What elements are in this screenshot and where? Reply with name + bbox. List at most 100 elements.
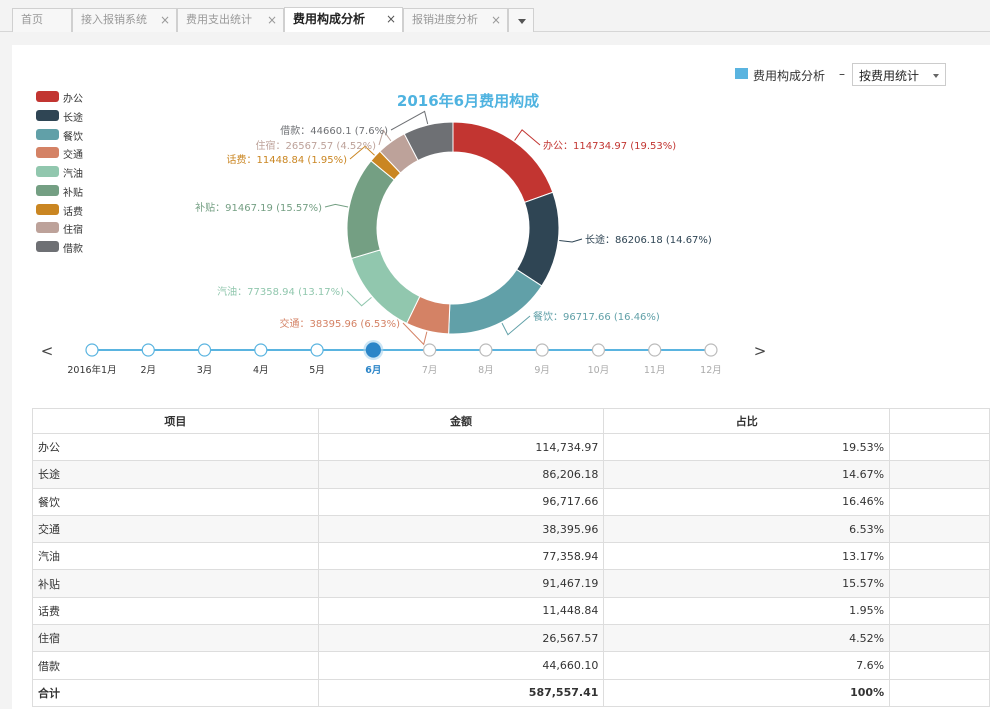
timeline-node[interactable]: [254, 343, 268, 357]
slice-label: 补贴：91467.19 (15.57%): [195, 201, 322, 214]
cell-amount: 91,467.19: [317, 569, 605, 598]
column-header-item[interactable]: 项目: [32, 408, 319, 434]
legend-swatch: [36, 184, 59, 196]
cell-amount: 38,395.96: [317, 514, 605, 544]
legend-label: 长途: [63, 112, 83, 124]
slice-label: 长途：86206.18 (14.67%): [585, 233, 712, 246]
timeline-label[interactable]: 4月: [253, 365, 269, 376]
legend-label: 餐饮: [63, 131, 83, 143]
timeline-node[interactable]: [310, 343, 324, 357]
timeline-label[interactable]: 11月: [644, 365, 666, 376]
timeline-label[interactable]: 5月: [309, 365, 325, 376]
cell-empty: [889, 651, 990, 680]
slice-label: 话费：11448.84 (1.95%): [227, 153, 348, 166]
timeline-next-button[interactable]: >: [754, 342, 767, 360]
legend-swatch: [36, 91, 59, 102]
tab-home[interactable]: 首页: [12, 8, 72, 32]
timeline-node[interactable]: [85, 343, 99, 357]
tab-reimbursement-system[interactable]: 接入报销系统 ×: [72, 8, 177, 32]
table-row: 汽油 77,358.94 13.17%: [32, 542, 990, 571]
cell-amount: 11,448.84: [317, 596, 605, 626]
tab-label: 费用支出统计: [186, 13, 252, 26]
table-header-row: 项目 金额 占比: [32, 408, 990, 434]
label-leader-line: [346, 290, 372, 307]
timeline-label[interactable]: 2月: [140, 365, 156, 376]
cell-ratio: 100%: [603, 678, 891, 707]
legend-swatch: [36, 147, 59, 159]
timeline-label[interactable]: 3月: [197, 365, 213, 376]
table-row: 住宿 26,567.57 4.52%: [32, 624, 990, 653]
tab-more-button[interactable]: [508, 8, 534, 32]
timeline-label[interactable]: 2016年1月: [67, 364, 116, 376]
table-row: 餐饮 96,717.66 16.46%: [32, 487, 990, 516]
donut-slice[interactable]: [452, 121, 554, 204]
column-header-amount[interactable]: 金额: [317, 408, 605, 434]
cell-ratio: 13.17%: [603, 542, 891, 571]
timeline-prev-button[interactable]: <: [41, 342, 54, 360]
legend-swatch: [36, 222, 59, 234]
label-leader-line: [349, 145, 375, 160]
donut-slice[interactable]: [346, 160, 395, 260]
timeline-label[interactable]: 6月: [365, 365, 381, 376]
cell-amount: 114,734.97: [317, 432, 605, 462]
cell-ratio: 4.52%: [603, 624, 891, 653]
timeline-node[interactable]: [141, 343, 155, 357]
legend-label: 话费: [63, 206, 83, 218]
cell-item: 交通: [32, 514, 319, 544]
table-row: 办公 114,734.97 19.53%: [32, 432, 990, 462]
tab-reimbursement-progress[interactable]: 报销进度分析 ×: [403, 8, 508, 32]
slice-label: 办公：114734.97 (19.53%): [543, 139, 676, 152]
donut-slice[interactable]: [448, 268, 543, 335]
close-icon[interactable]: ×: [159, 13, 170, 27]
timeline-label[interactable]: 12月: [700, 365, 722, 376]
timeline-label[interactable]: 9月: [534, 365, 550, 376]
chart-title: 2016年6月费用构成: [397, 92, 539, 110]
column-header-ratio[interactable]: 占比: [603, 408, 891, 434]
legend-label: 住宿: [63, 225, 83, 237]
tab-expense-statistics[interactable]: 费用支出统计 ×: [177, 8, 284, 32]
legend-swatch: [36, 166, 59, 177]
cell-item: 办公: [32, 432, 319, 462]
cell-ratio: 19.53%: [603, 432, 891, 462]
close-icon[interactable]: ×: [266, 13, 277, 27]
label-leader-line: [402, 322, 428, 346]
table-row: 长途 86,206.18 14.67%: [32, 460, 990, 489]
table-total-row: 合计 587,557.41 100%: [32, 678, 990, 707]
cell-empty: [889, 624, 990, 653]
timeline-node[interactable]: [535, 343, 549, 357]
timeline-node[interactable]: [591, 343, 606, 357]
label-leader-line: [559, 238, 583, 243]
statistics-mode-value: 按费用统计: [859, 69, 920, 83]
legend-label: 借款: [63, 244, 83, 255]
timeline-label[interactable]: 7月: [422, 365, 438, 376]
timeline-label[interactable]: 8月: [478, 365, 494, 376]
donut-slice[interactable]: [515, 191, 560, 287]
donut-slice[interactable]: [403, 121, 454, 162]
timeline-node[interactable]: [197, 343, 212, 357]
separator-dash: –: [839, 67, 845, 81]
statistics-mode-select[interactable]: 按费用统计: [852, 63, 946, 86]
timeline-node[interactable]: [423, 343, 437, 357]
slice-label: 餐饮：96717.66 (16.46%): [533, 310, 660, 323]
cell-item: 借款: [32, 651, 319, 680]
tab-expense-composition[interactable]: 费用构成分析 ×: [284, 7, 403, 32]
expense-table: 项目 金额 占比 办公 114,734.97 19.53% 长途 86,206.18 14…: [32, 408, 990, 707]
cell-amount: 44,660.10: [317, 651, 605, 680]
cell-empty: [889, 678, 990, 707]
month-timeline: < >2016年1月 2月 3月 4月 5月 6月 7月 8月 9月 10月 11月 12月: [41, 340, 767, 376]
timeline-label[interactable]: 10月: [588, 365, 610, 376]
cell-item: 住宿: [32, 624, 319, 653]
label-leader-line: [501, 315, 531, 336]
donut-slice[interactable]: [350, 249, 421, 325]
close-icon[interactable]: ×: [490, 13, 501, 27]
cell-ratio: 6.53%: [603, 514, 891, 544]
timeline-node[interactable]: [479, 343, 493, 357]
timeline-node[interactable]: [648, 343, 662, 357]
timeline-node[interactable]: [704, 343, 718, 357]
timeline-node[interactable]: [365, 342, 381, 358]
slice-label: 借款：44660.1 (7.6%): [280, 124, 388, 137]
cell-amount: 96,717.66: [317, 487, 605, 516]
cell-item: 汽油: [32, 542, 319, 571]
close-icon[interactable]: ×: [385, 12, 396, 26]
series-legend-label: 费用构成分析: [753, 69, 826, 83]
